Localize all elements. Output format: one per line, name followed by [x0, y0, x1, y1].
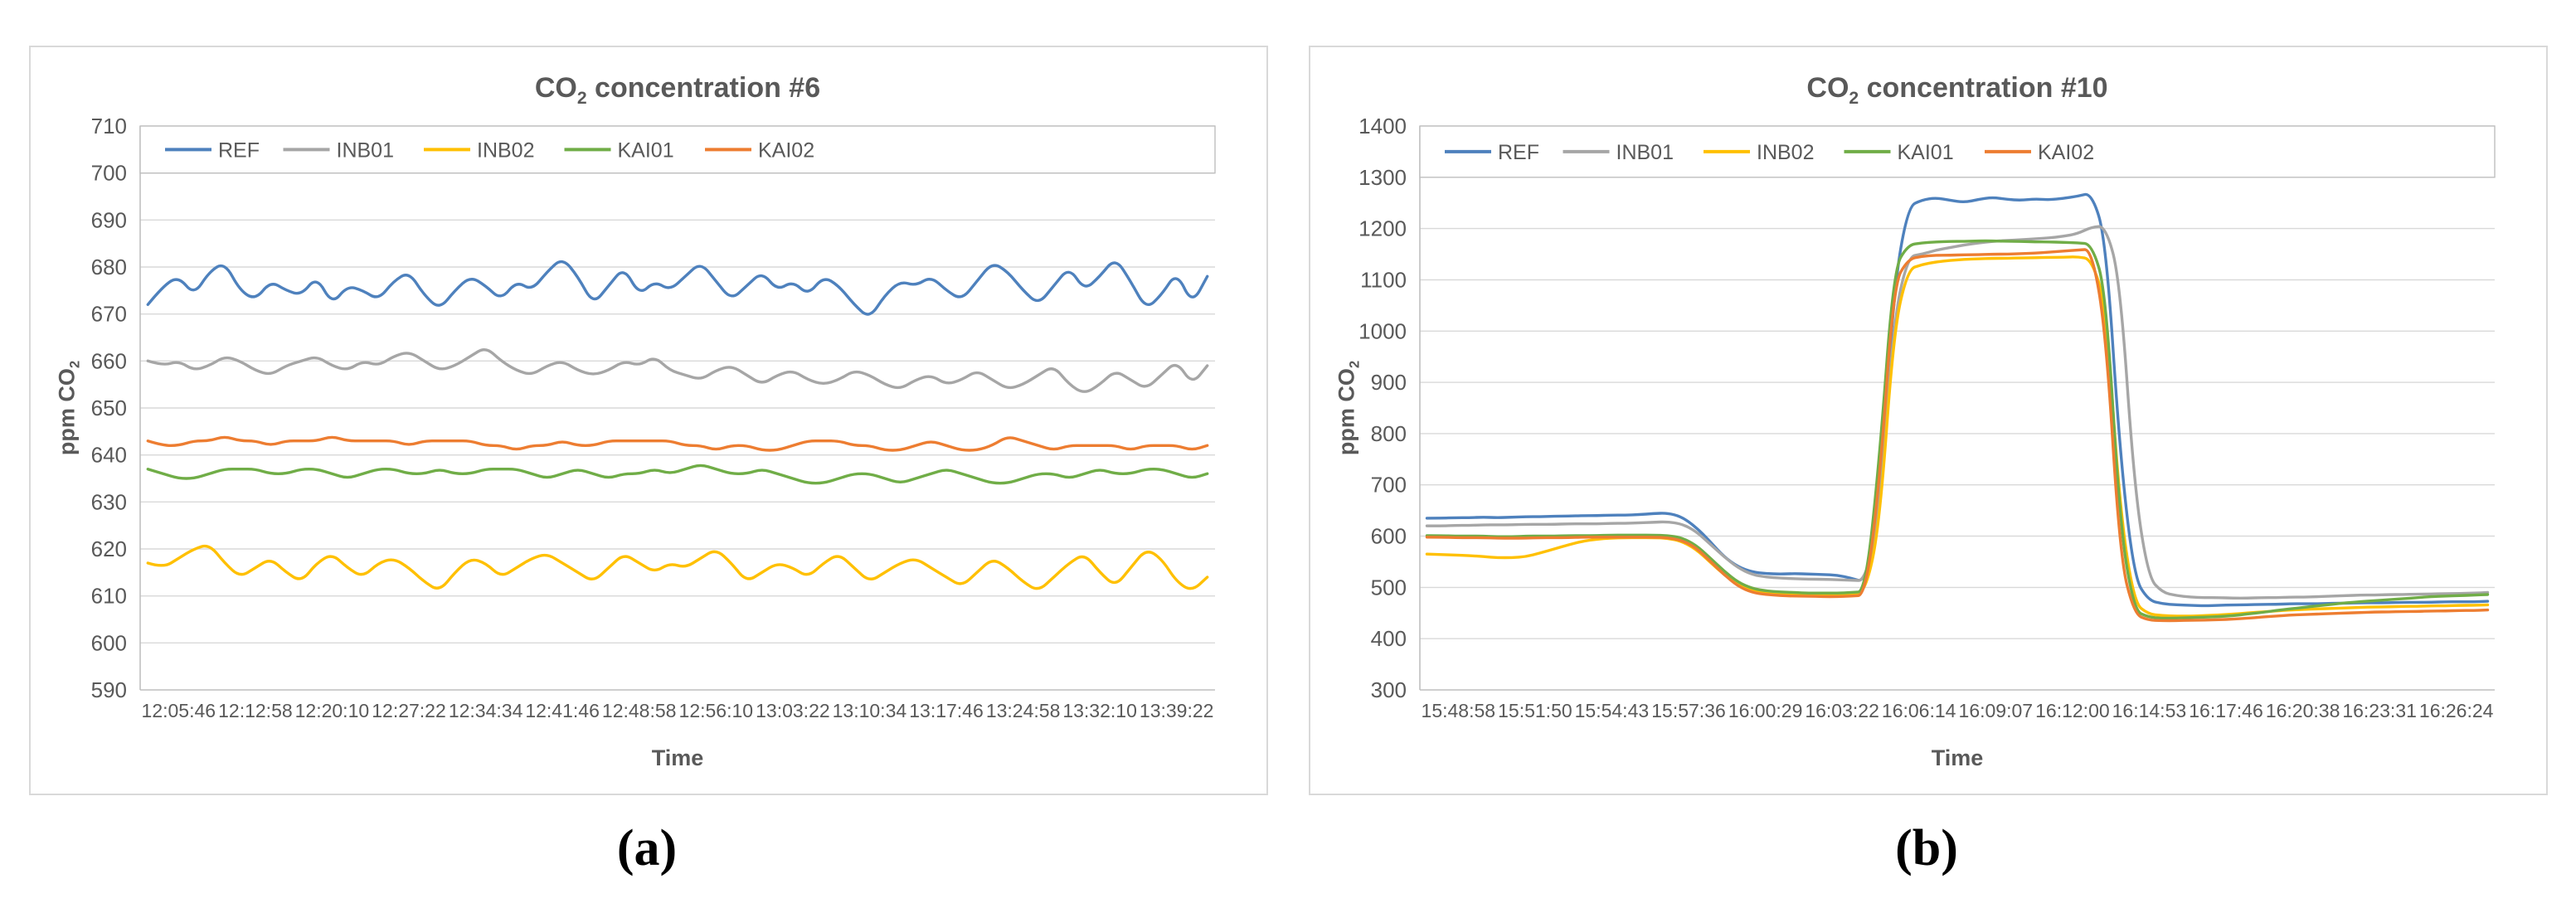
series-line-ref [1425, 192, 2490, 608]
x-tick-label: 13:03:22 [756, 700, 830, 721]
x-tick-label: 12:05:46 [142, 700, 216, 721]
x-tick-label: 13:24:58 [986, 700, 1061, 721]
legend-label-kai02: KAI02 [758, 138, 814, 162]
y-tick-label: 610 [91, 584, 127, 609]
chart-title-b: CO2 concentration #10 [1420, 72, 2495, 109]
legend-label-inb01: INB01 [1616, 141, 1674, 164]
y-tick-label: 700 [91, 161, 127, 186]
y-tick-label: 660 [91, 348, 127, 373]
y-tick-label: 1400 [1358, 114, 1407, 138]
x-tick-label: 12:56:10 [679, 700, 754, 721]
chart-panel-a: CO2 concentration #6 ppm CO2 590 600 610 62… [29, 46, 1268, 795]
series-line-kai02 [146, 435, 1209, 452]
x-tick-label: 12:34:34 [449, 700, 523, 721]
y-tick-label: 680 [91, 255, 127, 279]
y-tick-label: 800 [1371, 421, 1407, 446]
series-line-kai01 [146, 464, 1209, 485]
title-text: CO [1806, 72, 1849, 104]
x-tick-label: 16:03:22 [1805, 700, 1879, 721]
x-tick-label: 16:14:53 [2112, 700, 2187, 721]
panel-label-b: (b) [1895, 820, 1958, 876]
x-tick-label: 16:23:31 [2342, 700, 2417, 721]
y-tick-label: 710 [91, 114, 127, 138]
y-tick-label: 400 [1371, 626, 1407, 651]
title-text-rest: concentration #10 [1859, 72, 2108, 104]
x-tick-label: 12:12:58 [218, 700, 293, 721]
title-subscript: 2 [1849, 88, 1859, 108]
y-tick-label: 650 [91, 396, 127, 420]
x-tick-label: 16:26:24 [2419, 700, 2494, 721]
x-tick-label: 16:17:46 [2189, 700, 2263, 721]
series-line-inb02 [1425, 255, 2490, 618]
chart-title-a: CO2 concentration #6 [140, 72, 1215, 109]
y-tick-label: 690 [91, 207, 127, 232]
plot-area-b: 300 400 500 600 700 800 900 1000 1100 1200 1300 140… [1358, 114, 2496, 721]
y-tick-label: 900 [1371, 370, 1407, 395]
y-tick-label: 670 [91, 302, 127, 327]
legend-label-inb01: INB01 [337, 138, 394, 162]
x-tick-label: 13:32:10 [1062, 700, 1137, 721]
x-tick-label: 16:12:00 [2035, 700, 2110, 721]
title-subscript: 2 [576, 88, 587, 108]
plot-area-a: 590 600 610 620 630 640 650 660 670 680 690 700 710 1… [91, 114, 1216, 721]
y-tick-label: 1200 [1358, 216, 1407, 241]
series-line-ref [146, 260, 1209, 316]
legend-label-kai02: KAI02 [2038, 141, 2094, 164]
x-tick-label: 16:20:38 [2266, 700, 2340, 721]
y-tick-label: 630 [91, 489, 127, 514]
y-tick-label: 700 [1371, 473, 1407, 498]
x-tick-label: 16:06:14 [1882, 700, 1956, 721]
x-tick-label: 12:41:46 [525, 700, 600, 721]
x-tick-label: 12:20:10 [295, 700, 370, 721]
legend-label-kai01: KAI01 [1898, 141, 1954, 164]
y-tick-label: 620 [91, 537, 127, 561]
x-axis-title-a: Time [651, 745, 704, 770]
series-line-inb01 [146, 348, 1209, 393]
x-tick-label: 16:00:29 [1728, 700, 1803, 721]
series-line-inb01 [1425, 225, 2490, 600]
title-text: CO [534, 72, 577, 104]
y-tick-label: 300 [1371, 677, 1407, 702]
x-tick-label: 13:10:34 [833, 700, 907, 721]
x-tick-label: 13:17:46 [909, 700, 984, 721]
x-tick-label: 12:27:22 [372, 700, 446, 721]
y-tick-label: 600 [91, 630, 127, 655]
x-tick-label: 15:48:58 [1422, 700, 1496, 721]
y-tick-label: 1000 [1358, 318, 1407, 343]
x-axis-title-b: Time [1931, 745, 1984, 770]
x-tick-label: 12:48:58 [602, 700, 677, 721]
x-tick-label: 15:51:50 [1498, 700, 1572, 721]
y-tick-label: 600 [1371, 524, 1407, 549]
legend-label-kai01: KAI01 [618, 138, 674, 162]
y-tick-label: 500 [1371, 575, 1407, 600]
x-tick-label: 15:57:36 [1651, 700, 1726, 721]
series-line-inb02 [146, 544, 1209, 590]
legend-label-inb02: INB02 [477, 138, 534, 162]
y-tick-label: 1300 [1358, 165, 1407, 190]
chart-panel-b: CO2 concentration #10 ppm CO2 300 400 500 6… [1309, 46, 2548, 795]
series-line-kai01 [1425, 239, 2490, 620]
x-tick-label: 16:09:07 [1959, 700, 2034, 721]
title-text-rest: concentration #6 [586, 72, 821, 104]
legend-label-ref: REF [1498, 141, 1539, 164]
x-tick-label: 13:39:22 [1140, 700, 1214, 721]
series-line-kai02 [1425, 248, 2490, 623]
y-tick-label: 640 [91, 443, 127, 468]
legend-label-ref: REF [218, 138, 260, 162]
y-tick-label: 590 [91, 677, 127, 702]
panel-label-a: (a) [616, 820, 678, 876]
y-tick-label: 1100 [1360, 267, 1407, 292]
legend-label-inb02: INB02 [1757, 141, 1814, 164]
x-tick-label: 15:54:43 [1575, 700, 1650, 721]
